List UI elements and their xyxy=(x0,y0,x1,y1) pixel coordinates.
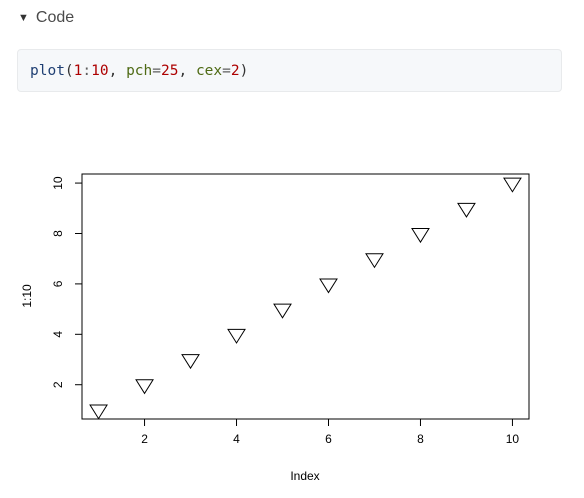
code-block: plot(1:10, pch = 25, cex = 2) xyxy=(17,49,562,92)
plot-box xyxy=(81,173,530,420)
y-tick-label: 4 xyxy=(51,331,65,338)
code-comma-1: , xyxy=(108,62,127,79)
y-tick-label: 8 xyxy=(51,230,65,237)
code-function: plot xyxy=(30,62,65,79)
code-colon: : xyxy=(82,62,92,79)
data-point xyxy=(181,354,200,370)
code-toggle[interactable]: ▼ Code xyxy=(18,7,74,29)
data-point xyxy=(457,202,476,218)
y-tick-label: 6 xyxy=(51,280,65,287)
code-paren-close: ) xyxy=(239,62,249,79)
data-points xyxy=(89,177,522,420)
data-point xyxy=(135,379,154,395)
code-comma-2: , xyxy=(178,62,196,79)
x-tick-label: 4 xyxy=(233,432,240,446)
code-arg-cex-name: cex xyxy=(195,62,223,79)
data-point xyxy=(319,278,338,294)
x-tick-label: 6 xyxy=(325,432,332,446)
data-point xyxy=(89,404,108,420)
x-tick-label: 10 xyxy=(506,432,520,446)
y-tick-label: 2 xyxy=(51,381,65,388)
y-tick-label: 10 xyxy=(51,176,65,190)
code-eq-1: = xyxy=(152,62,161,79)
data-point xyxy=(273,303,292,319)
code-range-start: 1 xyxy=(73,62,83,79)
code-range-end: 10 xyxy=(91,62,109,79)
x-axis-label: Index xyxy=(290,469,319,483)
code-arg-cex-value: 2 xyxy=(230,62,240,79)
y-axis-label: 1:10 xyxy=(20,284,34,308)
data-point xyxy=(503,177,522,193)
x-tick-label: 2 xyxy=(141,432,148,446)
code-arg-pch-value: 25 xyxy=(161,62,179,79)
code-arg-pch-name: pch xyxy=(126,62,153,79)
code-toggle-label: Code xyxy=(35,9,75,26)
code-paren-open: ( xyxy=(64,62,74,79)
data-point xyxy=(411,228,430,244)
x-tick-label: 8 xyxy=(417,432,424,446)
data-point xyxy=(365,253,384,269)
scatter-plot: 2 4 6 8 10 2 4 6 8 10 Index 1:10 xyxy=(20,173,530,483)
code-eq-2: = xyxy=(222,62,231,79)
y-axis: 2 4 6 8 10 xyxy=(51,176,83,388)
x-axis: 2 4 6 8 10 xyxy=(141,418,520,446)
data-point xyxy=(227,328,246,344)
triangle-down-icon: ▼ xyxy=(18,12,29,24)
